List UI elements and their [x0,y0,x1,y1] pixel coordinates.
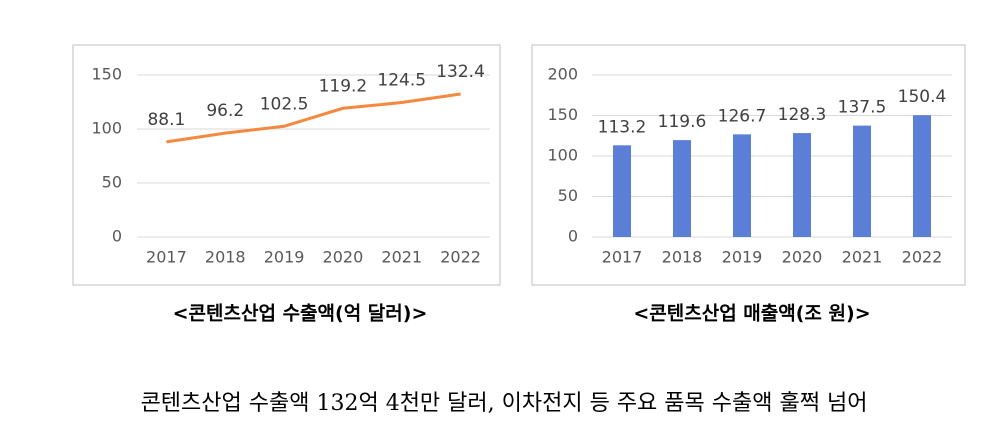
y-tick-label: 150 [547,105,578,124]
headline: 콘텐츠산업 수출액 132억 4천만 달러, 이차전지 등 주요 품목 수출액 … [141,391,868,416]
data-label: 132.4 [436,62,485,82]
data-label: 126.7 [718,106,767,126]
x-tick-label: 2017 [146,248,187,267]
chart-caption: <콘텐츠산업 매출액(조 원)> [633,303,870,325]
x-tick-label: 2021 [381,248,422,267]
chart-frame [72,44,501,286]
x-tick-label: 2020 [782,248,823,267]
chart-caption: <콘텐츠산업 수출액(억 달러)> [173,303,428,325]
x-tick-label: 2020 [323,248,364,267]
line [166,92,461,144]
bar [673,140,691,237]
data-label: 128.3 [778,105,827,125]
y-tick-label: 200 [547,65,578,84]
data-label: 113.2 [598,117,647,137]
x-tick-label: 2018 [662,248,703,267]
y-tick-label: 0 [112,227,122,246]
y-tick-label: 50 [102,173,122,192]
bar [613,145,631,237]
y-tick-label: 0 [568,227,578,246]
bar [793,133,811,237]
data-label: 124.5 [377,71,426,91]
x-tick-label: 2022 [902,248,943,267]
x-tick-label: 2019 [264,248,305,267]
y-tick-label: 100 [547,146,578,165]
data-label: 96.2 [206,101,244,121]
x-tick-label: 2022 [440,248,481,267]
bar [853,125,871,237]
data-label: 119.2 [319,76,368,96]
bar [733,134,751,237]
x-tick-label: 2019 [722,248,763,267]
x-tick-label: 2017 [602,248,643,267]
x-tick-label: 2018 [205,248,246,267]
data-label: 102.5 [260,94,309,114]
data-label: 150.4 [898,87,947,107]
y-tick-label: 100 [91,119,122,138]
y-tick-label: 150 [91,65,122,84]
data-label: 119.6 [658,112,707,132]
data-label: 88.1 [147,110,185,130]
data-label: 137.5 [838,98,887,118]
y-tick-label: 50 [558,186,578,205]
x-tick-label: 2021 [842,248,883,267]
bar [913,115,931,237]
